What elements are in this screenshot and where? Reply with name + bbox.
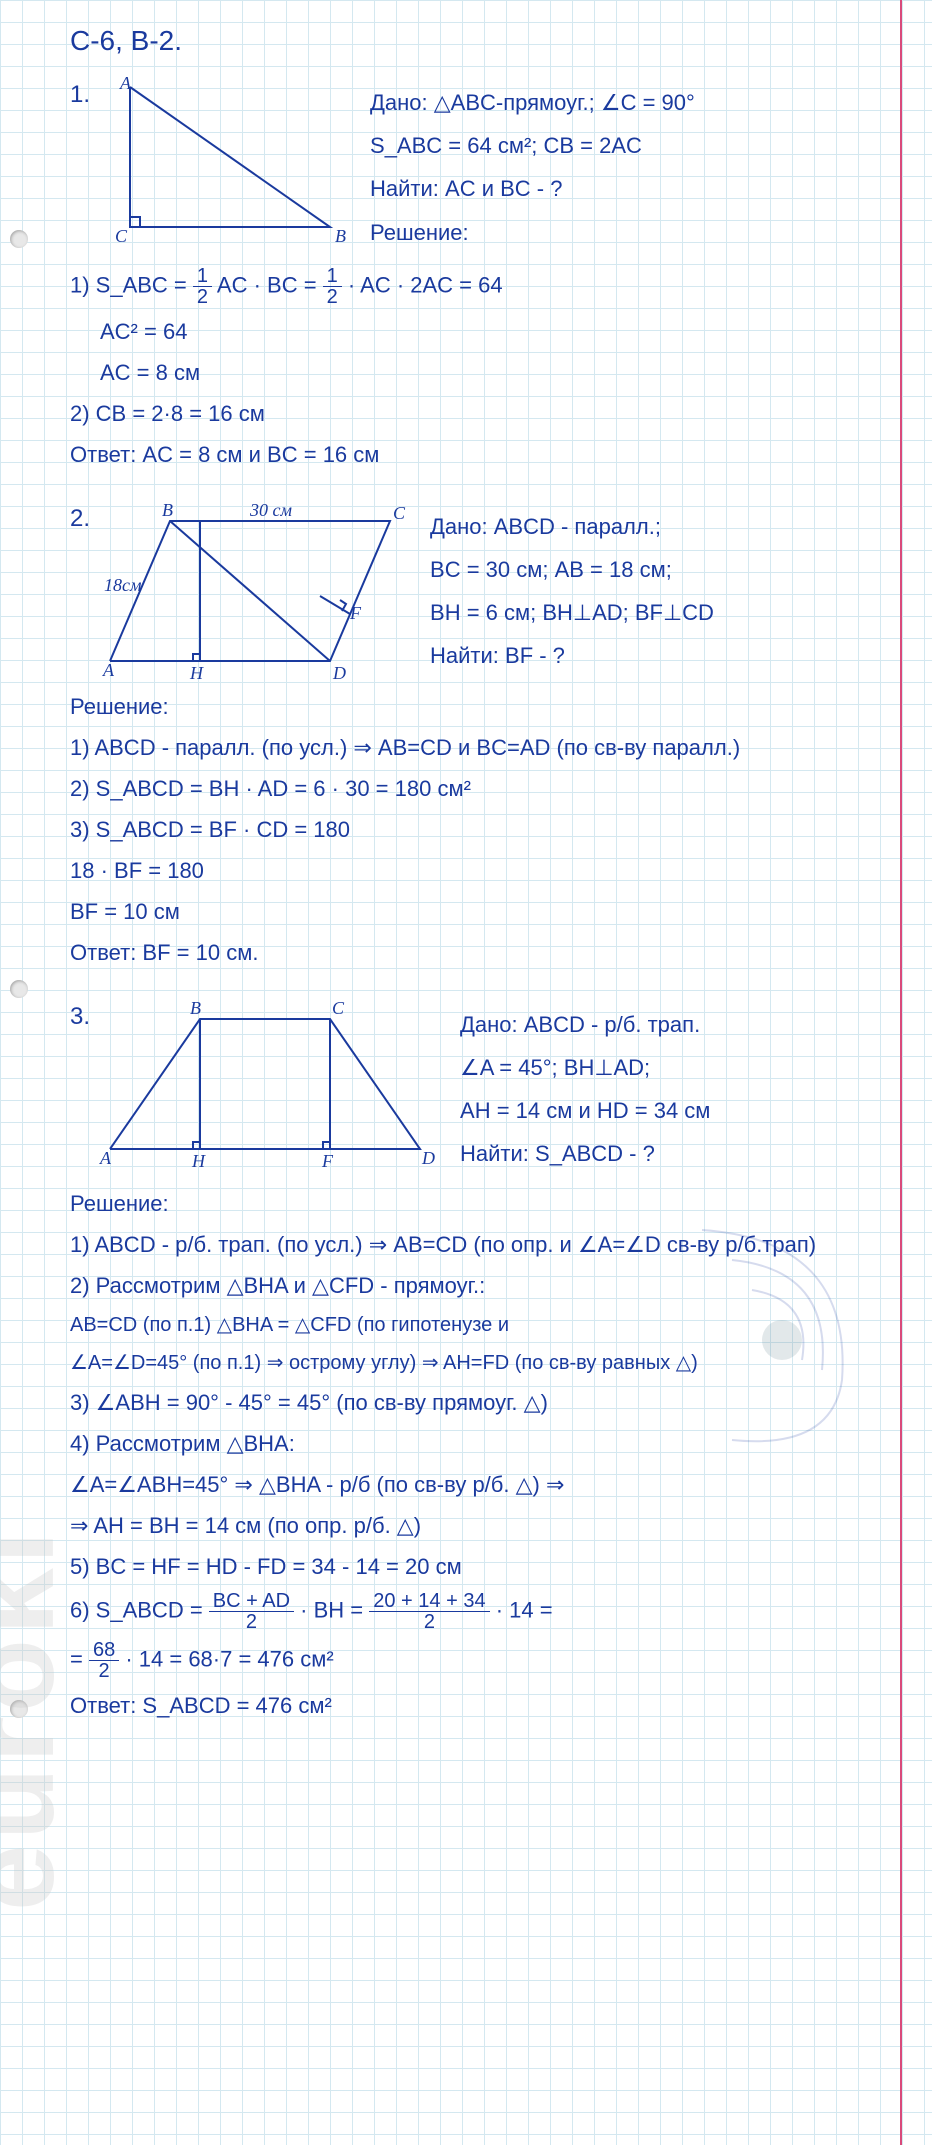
solution-step: 18 · BF = 180 <box>70 854 882 887</box>
given-line: Дано: △ABC-прямоуг.; ∠С = 90° <box>370 85 882 120</box>
solution-step: ∠A=∠ABH=45° ⇒ △BHA - р/б (по св-ву р/б. … <box>70 1468 882 1501</box>
given-line: BH = 6 см; BH⊥AD; BF⊥CD <box>430 595 882 630</box>
given-line: S_ABC = 64 см²; CB = 2AC <box>370 128 882 163</box>
svg-text:A: A <box>99 1148 112 1168</box>
svg-text:B: B <box>335 226 346 246</box>
svg-text:H: H <box>189 663 204 683</box>
given-line: ∠A = 45°; BH⊥AD; <box>460 1050 882 1085</box>
svg-text:B: B <box>162 500 173 520</box>
svg-text:C: C <box>332 998 345 1018</box>
svg-text:A: A <box>102 660 115 680</box>
answer-line: Ответ: AC = 8 см и BC = 16 см <box>70 438 882 471</box>
solution-step: 4) Рассмотрим △BHA: <box>70 1427 882 1460</box>
problem-3: 3. A B C D H F Дано: ABCD - р/б. трап. <box>70 999 882 1723</box>
given-line: AH = 14 см и HD = 34 см <box>460 1093 882 1128</box>
problem-1: 1. A C B Дано: △ABC-прямоуг.; ∠С = 90° S… <box>70 77 882 471</box>
given-line: Найти: S_ABCD - ? <box>460 1136 882 1171</box>
solution-step: 3) S_ABCD = BF · CD = 180 <box>70 813 882 846</box>
problem-number: 2. <box>70 501 90 681</box>
solution-step: 2) CB = 2·8 = 16 см <box>70 397 882 430</box>
answer-line: Ответ: S_ABCD = 476 см² <box>70 1689 882 1722</box>
answer-line: Ответ: BF = 10 см. <box>70 936 882 969</box>
svg-text:F: F <box>321 1151 334 1171</box>
solution-step: AB=CD (по п.1) △BHA = △CFD (по гипотенуз… <box>70 1310 882 1340</box>
given-line: Дано: ABCD - р/б. трап. <box>460 1007 882 1042</box>
problem-number: 3. <box>70 999 90 1169</box>
svg-text:F: F <box>349 603 362 623</box>
parallelogram-diagram: A B C D H F 30 см 18см <box>100 501 410 681</box>
solution-step: 6) S_ABCD = BC + AD2 · BH = 20 + 14 + 34… <box>70 1591 882 1632</box>
solution-step: 1) ABCD - р/б. трап. (по усл.) ⇒ AB=CD (… <box>70 1228 882 1261</box>
svg-text:H: H <box>191 1151 206 1171</box>
trapezoid-diagram: A B C D H F <box>100 999 440 1169</box>
problem-number: 1. <box>70 77 90 247</box>
given-line: Решение: <box>370 215 882 250</box>
solution-step: 2) S_ABCD = BH · AD = 6 · 30 = 180 см² <box>70 772 882 805</box>
svg-text:C: C <box>115 226 128 246</box>
solution-step: 5) BC = HF = HD - FD = 34 - 14 = 20 см <box>70 1550 882 1583</box>
given-line: Найти: AC и BC - ? <box>370 171 882 206</box>
solution-step: 2) Рассмотрим △BHA и △CFD - прямоуг.: <box>70 1269 882 1302</box>
svg-text:30 см: 30 см <box>249 500 292 520</box>
solution-step: AC = 8 см <box>70 356 882 389</box>
solution-step: AC² = 64 <box>70 315 882 348</box>
solution-step: = 682 · 14 = 68·7 = 476 см² <box>70 1640 882 1681</box>
solution-step: 1) ABCD - паралл. (по усл.) ⇒ AB=CD и BC… <box>70 731 882 764</box>
svg-text:B: B <box>190 998 201 1018</box>
page-header: С-6, В-2. <box>70 20 882 62</box>
solution-step: 3) ∠ABH = 90° - 45° = 45° (по св-ву прям… <box>70 1386 882 1419</box>
solution-label: Решение: <box>70 1187 882 1220</box>
svg-text:18см: 18см <box>104 575 142 595</box>
solution-step: BF = 10 см <box>70 895 882 928</box>
svg-text:A: A <box>119 73 132 93</box>
triangle-diagram: A C B <box>100 77 350 247</box>
solution-step: ⇒ AH = BH = 14 см (по опр. р/б. △) <box>70 1509 882 1542</box>
given-line: Найти: BF - ? <box>430 638 882 673</box>
solution-label: Решение: <box>70 690 882 723</box>
solution-step: 1) S_ABC = 12 AC · BC = 12 · AC · 2AC = … <box>70 266 882 307</box>
solution-step: ∠A=∠D=45° (по п.1) ⇒ острому углу) ⇒ AH=… <box>70 1348 882 1378</box>
svg-text:C: C <box>393 503 406 523</box>
given-line: BC = 30 см; AB = 18 см; <box>430 552 882 587</box>
svg-text:D: D <box>421 1148 435 1168</box>
given-line: Дано: ABCD - паралл.; <box>430 509 882 544</box>
problem-2: 2. A B C D H F 30 см 18см <box>70 501 882 969</box>
svg-text:D: D <box>332 663 346 683</box>
